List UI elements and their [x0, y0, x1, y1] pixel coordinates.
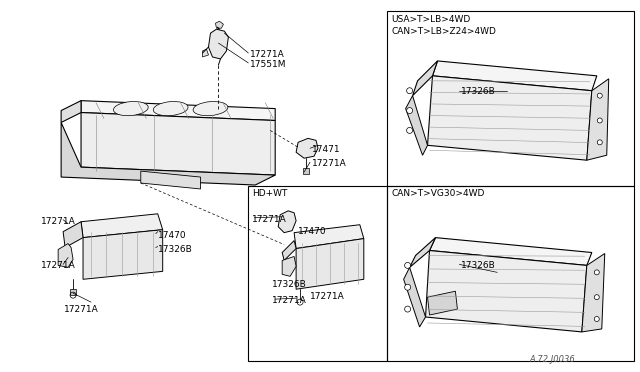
Text: HD+WT: HD+WT [252, 189, 287, 198]
Text: 17326B: 17326B [157, 244, 193, 254]
Text: 17271A: 17271A [252, 215, 287, 224]
Circle shape [597, 93, 602, 98]
Polygon shape [216, 21, 223, 28]
Polygon shape [81, 113, 275, 175]
Text: USA>T>LB>4WD: USA>T>LB>4WD [392, 15, 471, 24]
Circle shape [597, 118, 602, 123]
Polygon shape [83, 230, 163, 279]
Text: 17271A: 17271A [310, 292, 345, 301]
Polygon shape [582, 253, 605, 332]
Text: A 72 J0036: A 72 J0036 [529, 355, 575, 364]
Text: 17471: 17471 [312, 145, 340, 154]
Polygon shape [429, 238, 592, 265]
Circle shape [404, 284, 411, 290]
Bar [248, 186, 387, 361]
Text: 17271A: 17271A [41, 217, 76, 226]
Text: CAN>T>VG30>4WD: CAN>T>VG30>4WD [392, 189, 485, 198]
Text: 17326B: 17326B [461, 87, 496, 96]
Text: CAN>T>LB>Z24>4WD: CAN>T>LB>Z24>4WD [392, 27, 497, 36]
Polygon shape [428, 76, 592, 160]
Circle shape [597, 140, 602, 145]
Text: 17470: 17470 [157, 231, 186, 240]
Polygon shape [70, 289, 76, 295]
Text: 17271A: 17271A [41, 262, 76, 270]
Polygon shape [278, 211, 296, 232]
Polygon shape [58, 244, 73, 267]
Text: 17271A: 17271A [63, 305, 99, 314]
Polygon shape [141, 171, 200, 189]
Polygon shape [296, 238, 364, 289]
Circle shape [406, 88, 413, 94]
Bar [387, 11, 634, 361]
Polygon shape [406, 96, 428, 155]
Ellipse shape [113, 102, 148, 116]
Circle shape [595, 295, 599, 299]
Polygon shape [433, 61, 596, 91]
Text: 17470: 17470 [298, 227, 327, 236]
Polygon shape [61, 122, 275, 185]
Text: 17271A: 17271A [250, 50, 285, 59]
Polygon shape [404, 267, 426, 327]
Polygon shape [81, 101, 275, 121]
Polygon shape [294, 225, 364, 248]
Text: 17271A: 17271A [272, 296, 307, 305]
Polygon shape [209, 29, 228, 59]
Ellipse shape [154, 102, 188, 116]
Text: 17551M: 17551M [250, 60, 287, 69]
Circle shape [406, 108, 413, 113]
Text: 17326B: 17326B [461, 262, 496, 270]
Polygon shape [63, 222, 83, 247]
Polygon shape [296, 138, 318, 158]
Polygon shape [428, 291, 458, 315]
Polygon shape [426, 250, 587, 332]
Polygon shape [413, 61, 438, 96]
Circle shape [406, 128, 413, 134]
Polygon shape [410, 238, 435, 267]
Circle shape [404, 306, 411, 312]
Polygon shape [81, 214, 163, 238]
Polygon shape [61, 101, 81, 122]
Polygon shape [587, 79, 609, 160]
Text: 17271A: 17271A [312, 159, 347, 168]
Polygon shape [202, 49, 209, 57]
Circle shape [595, 317, 599, 321]
Polygon shape [282, 241, 296, 260]
Circle shape [404, 262, 411, 268]
Ellipse shape [193, 102, 228, 116]
Polygon shape [303, 168, 309, 174]
Text: 17326B: 17326B [272, 280, 307, 289]
Circle shape [595, 270, 599, 275]
Polygon shape [282, 256, 296, 276]
